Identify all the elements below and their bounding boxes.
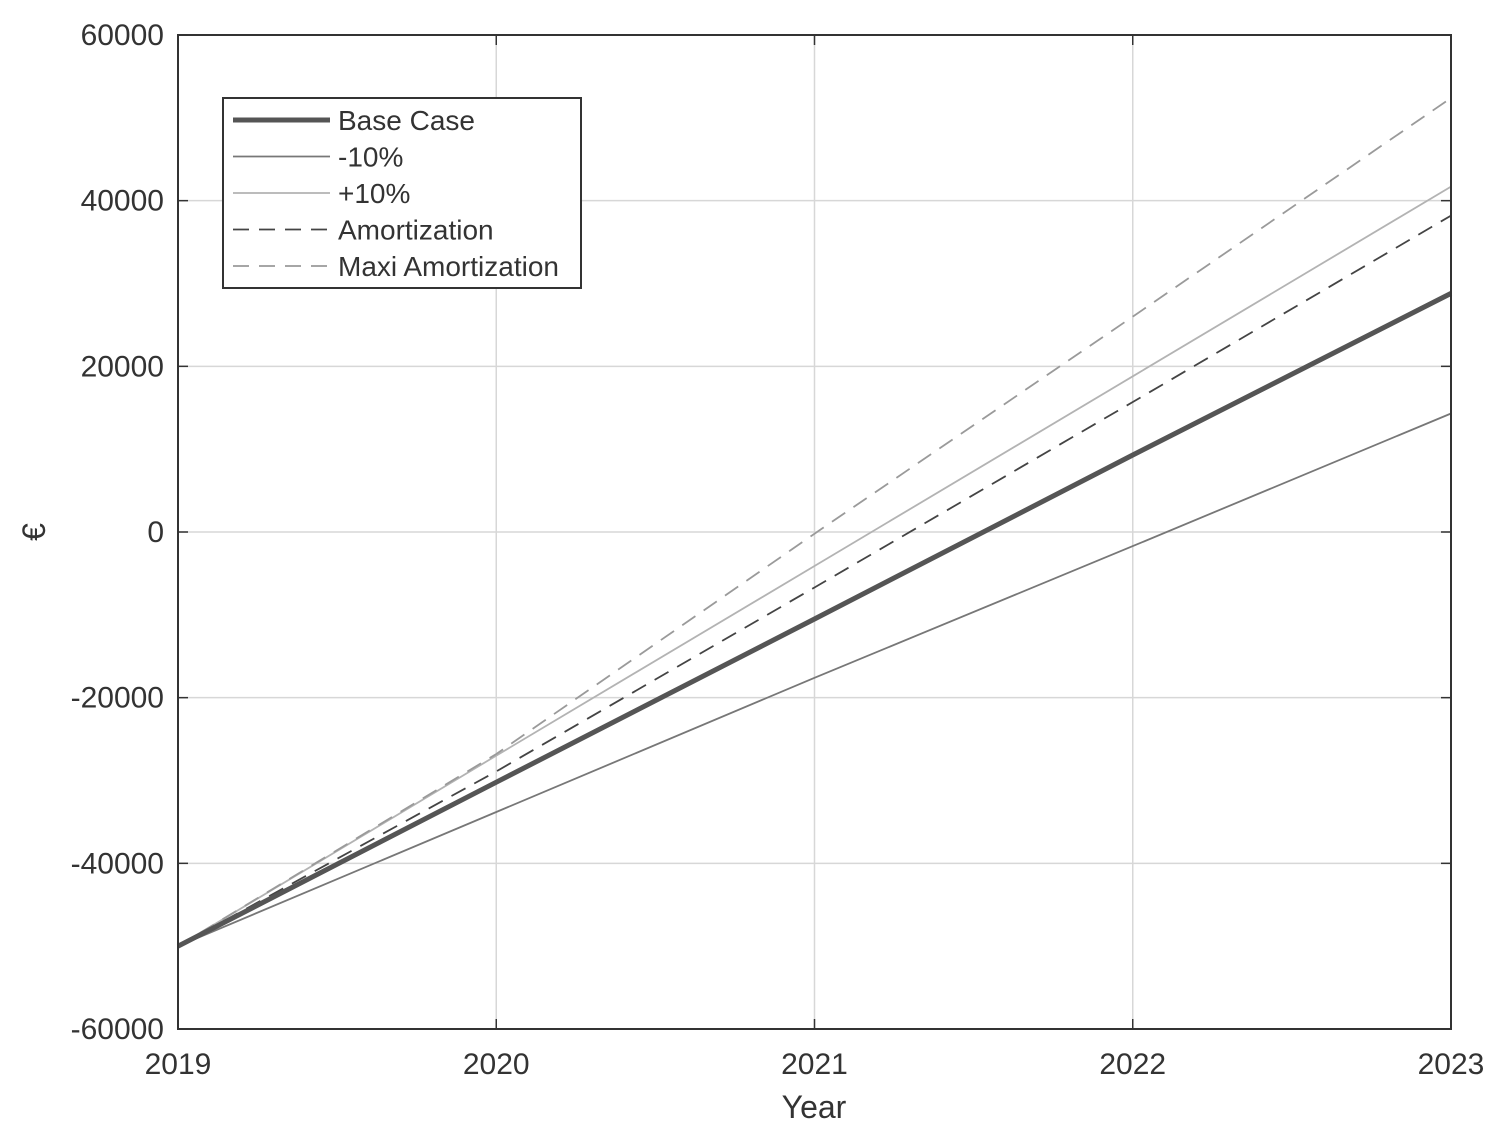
x-tick-label: 2019: [145, 1048, 212, 1081]
legend-label: Base Case: [338, 105, 475, 136]
x-axis-title: Year: [782, 1089, 847, 1125]
axis-ticks: [177, 34, 1452, 1030]
y-tick-label: 20000: [81, 350, 164, 383]
legend-label: Amortization: [338, 215, 494, 246]
y-tick-label: -40000: [71, 847, 164, 880]
x-tick-label: 2020: [463, 1048, 530, 1081]
legend-label: +10%: [338, 178, 410, 209]
series-line-base-case: [176, 291, 1453, 949]
legend-label: Maxi Amortization: [338, 251, 559, 282]
tick-labels: 2019 2020 2021 2022 2023 -60000 -40000 -20000 0 2…: [71, 19, 1485, 1081]
y-tick-label: -60000: [71, 1013, 164, 1046]
legend-label: -10%: [338, 142, 403, 173]
legend: Base Case -10% +10% Amortization Maxi Amorti…: [222, 97, 582, 289]
y-tick-label: 40000: [81, 185, 164, 218]
x-tick-label: 2022: [1099, 1048, 1166, 1081]
y-tick-label: 0: [147, 516, 164, 549]
series-lines: [176, 97, 1453, 949]
series-line-amortization: [177, 214, 1452, 947]
x-tick-label: 2023: [1418, 1048, 1485, 1081]
series-line-10: [177, 185, 1452, 947]
y-tick-label: 60000: [81, 19, 164, 52]
y-axis-title: €: [16, 523, 52, 541]
x-tick-label: 2021: [781, 1048, 848, 1081]
series-line-maxi-amortization: [177, 97, 1452, 947]
series-line-10: [177, 412, 1452, 948]
y-tick-label: -20000: [71, 682, 164, 715]
